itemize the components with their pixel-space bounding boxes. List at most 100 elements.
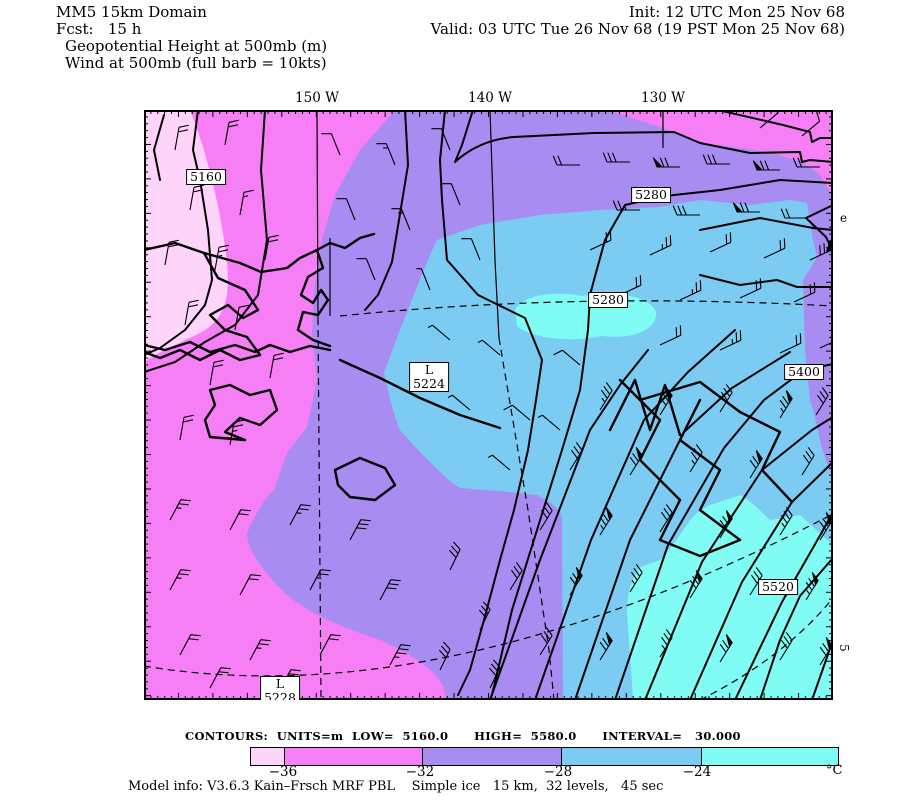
wind-barb [321, 133, 341, 156]
height-contour [153, 114, 165, 181]
wind-barb [214, 244, 229, 271]
low-center-label: L 5228 [260, 676, 300, 700]
wind-barb [539, 627, 553, 656]
colorbar-title: CONTOURS: UNITS=m LOW= 5160.0 HIGH= 5580… [185, 729, 741, 743]
contour-label-text: 5280 [635, 187, 667, 202]
wind-barb [763, 238, 786, 259]
wind-barb [264, 234, 279, 261]
wind-barb [719, 384, 733, 413]
contour-label: 5280 [631, 187, 671, 203]
contour-label-text: 5280 [592, 292, 624, 307]
graticule [144, 110, 833, 700]
edge-label: 5 [836, 644, 851, 652]
contour-label: 5280 [588, 292, 628, 308]
wind-barb [779, 333, 802, 354]
colorbar-tick: −32 [405, 764, 435, 780]
height-contour [534, 329, 736, 700]
wind-barb [184, 299, 199, 326]
height-contour [364, 110, 409, 311]
wind-barb [537, 414, 561, 431]
wind-barb [416, 268, 431, 291]
wind-barb [169, 569, 191, 591]
wind-barb [503, 404, 531, 421]
wind-barb [569, 442, 583, 471]
wind-barb [702, 154, 730, 165]
coastline [638, 380, 794, 504]
contour-label-text: 5400 [788, 364, 820, 379]
wind-barb [239, 574, 261, 596]
coastline [678, 398, 742, 542]
wind-barb-pennant [652, 157, 664, 168]
wind-barb [169, 499, 191, 521]
wind-barb-pennant [825, 240, 832, 254]
colorbar-unit-label: °C [826, 763, 843, 778]
wind-barb [679, 280, 702, 301]
height-contours [144, 110, 833, 700]
wind-barb-pennant [605, 507, 613, 521]
wind-barb [234, 304, 249, 331]
wind-barb [229, 509, 251, 531]
wind-barb [589, 230, 612, 251]
height-contour [491, 179, 833, 696]
wind-barb [431, 128, 451, 151]
wind-barb-pennant [755, 450, 763, 464]
wind-barb-pennant [785, 390, 793, 404]
wind-barb [509, 562, 523, 591]
wind-barb [719, 330, 742, 351]
wind-barb [659, 325, 682, 346]
height-contour [699, 274, 833, 288]
wind-legend: Wind at 500mb (full barb = 10kts) [65, 54, 327, 72]
field-title: Geopotential Height at 500mb (m) [65, 37, 328, 55]
wind-barb [164, 239, 179, 266]
wind-barb [487, 454, 511, 471]
meridian-150w-solid [316, 110, 319, 319]
coastline [333, 456, 397, 502]
wind-barb [249, 639, 271, 661]
wind-barb [649, 235, 672, 256]
wind-barb [488, 659, 501, 689]
coastline [144, 340, 332, 354]
colorbar-tick: −24 [682, 764, 712, 780]
height-contour [717, 110, 833, 143]
wind-barb [179, 414, 194, 441]
meridian-150w-dashed [317, 317, 322, 700]
wind-barb [336, 198, 356, 221]
wind-barb [599, 513, 613, 536]
wind-barb [780, 208, 808, 219]
wind-barb [672, 205, 700, 216]
wind-barb [391, 208, 411, 231]
coastline [608, 378, 682, 437]
wind-barb [438, 641, 451, 671]
wind-barb [309, 569, 331, 591]
wind-barb-pennant [725, 634, 733, 648]
edge-label: e [840, 211, 848, 225]
height-contour [644, 416, 833, 700]
colorbar-segment [702, 748, 838, 765]
wind-barb [379, 579, 401, 601]
wind-barb [441, 183, 461, 206]
contour-label-text: 5520 [762, 579, 794, 594]
wind-barb [629, 564, 643, 593]
wind-barb-pennant [725, 510, 733, 524]
wind-barb [349, 519, 371, 541]
colorbar-tick: −36 [268, 764, 298, 780]
wind-barb [376, 143, 396, 166]
map-svg [144, 110, 833, 700]
wind-barbs-layer [164, 110, 833, 691]
wind-barb [174, 124, 189, 151]
wind-barb [224, 119, 239, 146]
colorbar-tick: −28 [543, 764, 573, 780]
wind-barb [356, 258, 376, 281]
wind-barb [269, 352, 284, 379]
wind-barb [179, 634, 201, 656]
model-title: MM5 15km Domain [56, 3, 207, 21]
contour-label: 5520 [758, 579, 798, 595]
wind-barb [552, 155, 580, 166]
longitude-label: 130 W [641, 90, 685, 106]
wind-barb [659, 629, 673, 658]
height-contour [489, 349, 649, 700]
coastline [296, 248, 332, 348]
colorbar-segment [251, 748, 285, 765]
longitude-label: 150 W [295, 90, 339, 106]
